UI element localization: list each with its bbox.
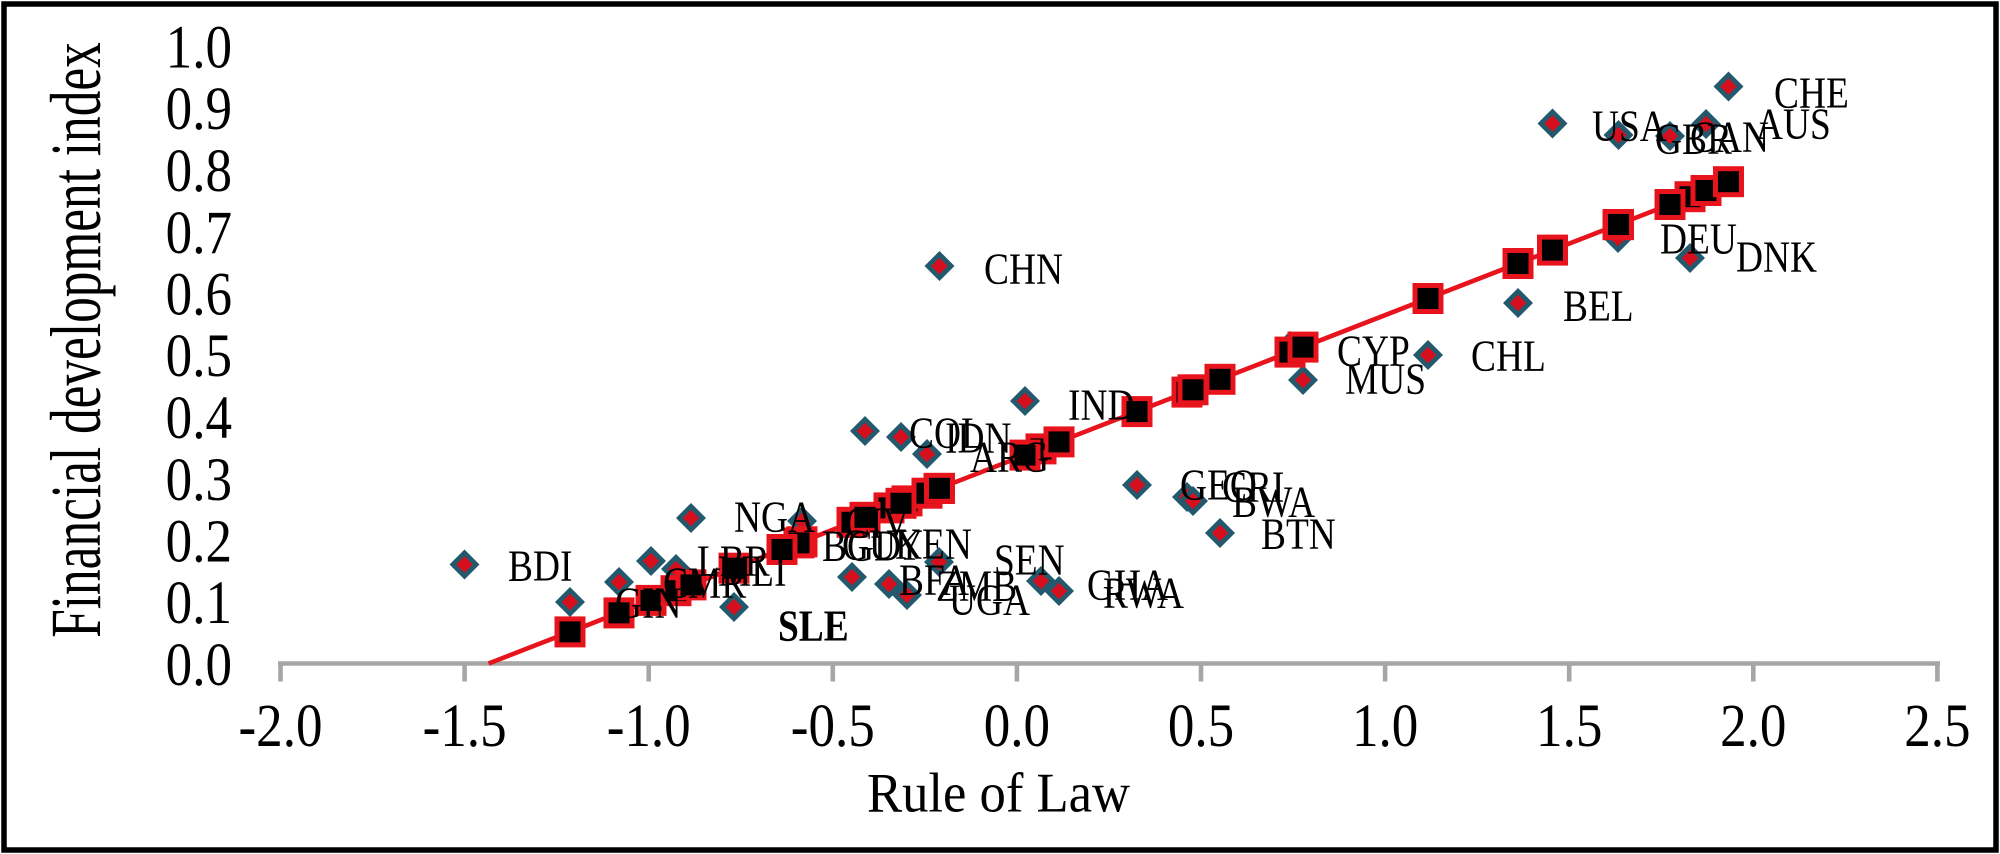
svg-text:ZMB: ZMB [936, 562, 1017, 610]
svg-text:0.0: 0.0 [166, 632, 232, 699]
svg-text:DEU: DEU [1660, 215, 1737, 263]
svg-text:-0.5: -0.5 [791, 693, 875, 760]
svg-text:ARG: ARG [970, 433, 1049, 481]
svg-text:2.0: 2.0 [1720, 693, 1786, 760]
svg-text:Financial development index: Financial development index [38, 42, 116, 638]
svg-text:CMR: CMR [663, 559, 747, 607]
svg-text:AUS: AUS [1756, 100, 1831, 148]
svg-text:COL: COL [909, 409, 984, 457]
svg-text:1.5: 1.5 [1536, 693, 1602, 760]
svg-text:CRI: CRI [1222, 463, 1284, 511]
svg-text:0.8: 0.8 [166, 138, 232, 205]
svg-text:2.5: 2.5 [1904, 693, 1970, 760]
svg-text:RWA: RWA [1103, 569, 1185, 617]
svg-text:0.6: 0.6 [166, 261, 232, 328]
svg-text:IND: IND [1068, 381, 1134, 429]
svg-text:-1.5: -1.5 [423, 693, 507, 760]
svg-text:CYP: CYP [1337, 327, 1410, 375]
svg-text:0.5: 0.5 [166, 323, 232, 390]
svg-text:CHN: CHN [984, 245, 1063, 293]
svg-text:0.9: 0.9 [166, 76, 232, 143]
svg-text:0.5: 0.5 [1168, 693, 1234, 760]
svg-text:LBR: LBR [697, 537, 770, 585]
svg-text:-2.0: -2.0 [239, 693, 323, 760]
svg-text:GBR: GBR [1655, 115, 1733, 163]
svg-text:UGA: UGA [949, 576, 1030, 624]
svg-text:0.0: 0.0 [984, 693, 1050, 760]
svg-text:BFA: BFA [899, 556, 969, 604]
svg-text:1.0: 1.0 [1352, 693, 1418, 760]
svg-text:IDN: IDN [945, 414, 1011, 462]
svg-text:SEN: SEN [994, 536, 1065, 584]
svg-text:SLE: SLE [778, 602, 849, 650]
svg-text:0.3: 0.3 [166, 446, 232, 513]
svg-text:-1.0: -1.0 [607, 693, 691, 760]
svg-text:0.4: 0.4 [166, 385, 232, 452]
svg-text:DNK: DNK [1736, 233, 1817, 281]
svg-text:USA: USA [1592, 102, 1667, 150]
svg-text:NGA: NGA [734, 493, 815, 541]
svg-text:CHL: CHL [1471, 332, 1546, 380]
svg-text:MUS: MUS [1345, 355, 1426, 403]
svg-text:CAN: CAN [1690, 113, 1769, 161]
svg-text:CIV: CIV [845, 499, 910, 547]
svg-text:BTN: BTN [1261, 510, 1336, 558]
svg-text:0.7: 0.7 [166, 199, 232, 266]
svg-text:0.2: 0.2 [166, 508, 232, 575]
svg-text:MLI: MLI [718, 547, 787, 595]
svg-text:0.1: 0.1 [166, 570, 232, 637]
svg-text:GEO: GEO [1180, 461, 1257, 509]
svg-text:CHE: CHE [1774, 69, 1849, 117]
svg-text:GUY: GUY [842, 521, 923, 569]
svg-text:BWA: BWA [1232, 478, 1316, 526]
svg-text:1.0: 1.0 [166, 14, 232, 81]
svg-text:GHA: GHA [1087, 561, 1168, 609]
svg-text:KEN: KEN [895, 520, 972, 568]
svg-text:BGD: BGD [822, 522, 901, 570]
svg-text:BEL: BEL [1563, 282, 1634, 330]
svg-text:BDI: BDI [508, 542, 572, 590]
svg-text:GIN: GIN [615, 579, 681, 627]
svg-text:Rule of Law: Rule of Law [867, 762, 1130, 824]
